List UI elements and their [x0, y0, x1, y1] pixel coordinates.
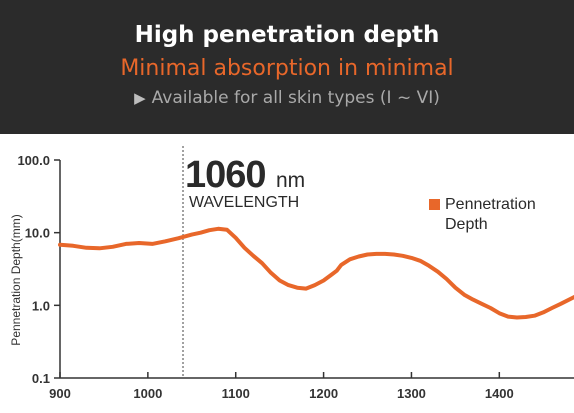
wavelength-label: WAVELENGTH	[189, 194, 299, 211]
x-tick-label: 1400	[485, 386, 514, 401]
y-tick-label: 100.0	[17, 153, 50, 168]
banner-title: High penetration depth	[134, 22, 440, 48]
series-line-penetration-depth	[58, 226, 574, 320]
legend-label-line1: Pennetration	[445, 196, 536, 213]
x-tick-label: 1100	[222, 386, 250, 401]
legend-label-line2: Depth	[445, 216, 488, 233]
play-triangle-icon: ▶	[134, 89, 146, 107]
banner-note-row: ▶ Available for all skin types (I ~ VI)	[0, 88, 574, 108]
y-tick-label: 0.1	[32, 371, 50, 386]
x-tick-label: 1000	[133, 386, 162, 401]
y-tick-label: 1.0	[32, 298, 50, 313]
x-tick-label: 1300	[397, 386, 426, 401]
banner-note: Available for all skin types (I ~ VI)	[151, 88, 440, 108]
banner-subtitle: Minimal absorption in minimal	[120, 56, 454, 81]
header-banner: High penetration depth Minimal absorptio…	[0, 0, 574, 134]
x-tick-label: 900	[49, 386, 71, 401]
wavelength-unit: nm	[276, 169, 305, 192]
x-tick-label: 1200	[309, 386, 338, 401]
wavelength-value: 1060	[185, 154, 266, 196]
y-axis-label: Pennetration Depth(mm)	[9, 214, 23, 345]
legend-swatch	[429, 199, 440, 210]
penetration-depth-chart: Pennetration Depth(mm) 100.0 10.0 1.0 0.1 9…	[9, 146, 574, 401]
y-tick-label: 10.0	[25, 226, 50, 241]
